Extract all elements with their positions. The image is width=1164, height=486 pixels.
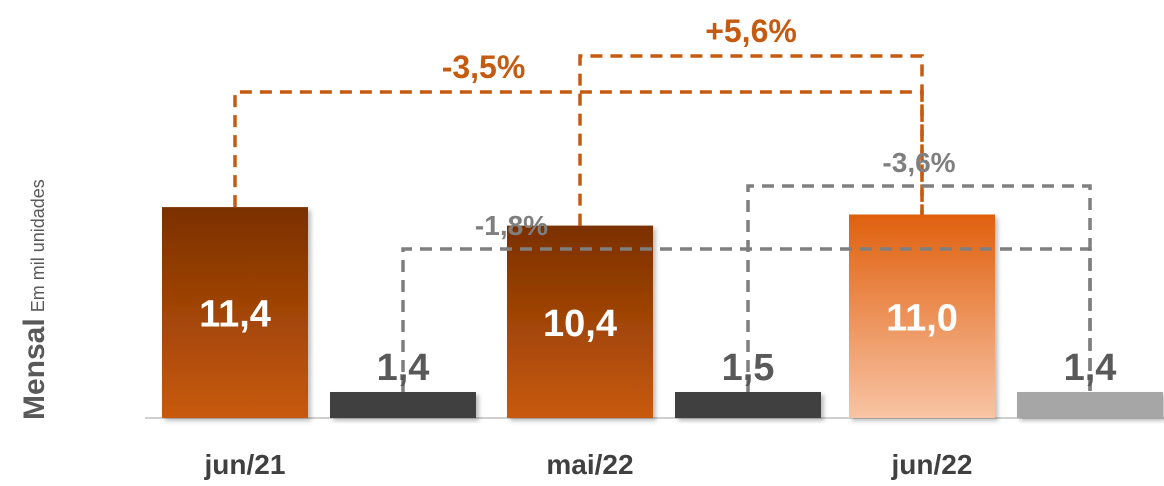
- comparison-label: -3,5%: [442, 49, 526, 85]
- side-title-sub: Em mil unidades: [28, 179, 48, 313]
- side-title: Mensal Em mil unidades: [18, 179, 52, 420]
- x-tick-label: jun/22: [891, 449, 973, 480]
- x-tick-label: jun/21: [204, 449, 286, 480]
- bar-primary-jun-21: [162, 207, 308, 418]
- comparison-label: -3,6%: [882, 147, 955, 178]
- side-title-main: Mensal: [18, 318, 51, 420]
- comparison-label: -1,8%: [475, 210, 548, 241]
- comparison-label: +5,6%: [705, 13, 797, 49]
- comparison-bracket: +5,6%: [578, 13, 924, 226]
- value-label-primary: 10,4: [543, 303, 617, 345]
- bar-secondary-jun-22: [1017, 392, 1163, 418]
- x-tick-label: mai/22: [546, 449, 633, 480]
- value-label-primary: 11,4: [199, 294, 271, 336]
- comparison-bracket: -3,6%: [746, 147, 1092, 392]
- bar-secondary-jun-21: [330, 392, 476, 418]
- value-label-primary: 11,0: [886, 297, 958, 339]
- value-label-secondary: 1,4: [377, 347, 430, 389]
- value-label-secondary: 1,4: [1064, 347, 1117, 389]
- value-label-secondary: 1,5: [722, 347, 775, 389]
- bar-primary-mai-22: [507, 225, 653, 418]
- bar-secondary-mai-22: [675, 392, 821, 418]
